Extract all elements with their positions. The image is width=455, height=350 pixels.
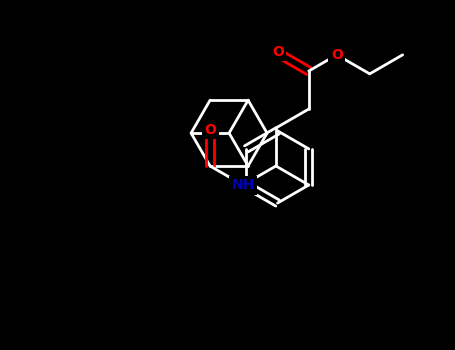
Text: O: O: [272, 45, 284, 59]
Text: O: O: [331, 48, 343, 62]
Text: NH: NH: [232, 178, 255, 192]
Text: O: O: [204, 123, 216, 137]
